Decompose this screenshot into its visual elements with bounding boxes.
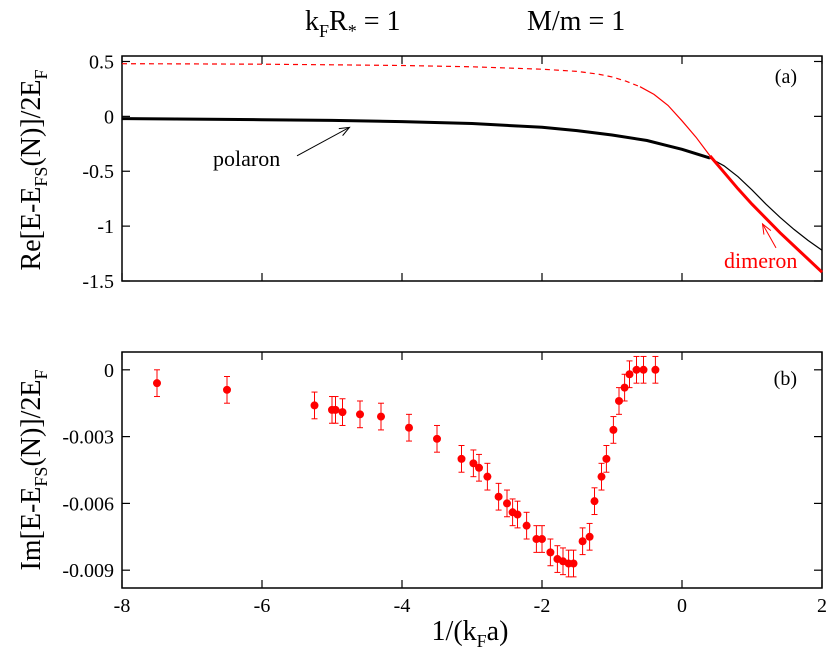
data-point bbox=[405, 423, 413, 432]
y-tick-label: -0.009 bbox=[62, 560, 114, 582]
data-point bbox=[522, 521, 531, 530]
data-point bbox=[546, 548, 555, 557]
xlabel: 1/(kFa) bbox=[432, 616, 509, 651]
x-tick-label: -2 bbox=[534, 595, 551, 617]
panel-b-frame bbox=[121, 351, 823, 589]
data-point bbox=[483, 472, 492, 481]
data-point bbox=[578, 537, 587, 546]
panel-b-plot: -8 -6 -4 -2 0 2 0 -0.003 -0.006 -0.009 bbox=[62, 352, 827, 617]
panel-b-label: (b) bbox=[774, 368, 797, 390]
data-point bbox=[494, 492, 503, 501]
dimeron-line-dashed bbox=[121, 63, 641, 88]
data-point bbox=[532, 535, 541, 544]
data-point bbox=[377, 412, 385, 421]
y-tick-label: -0.006 bbox=[62, 493, 114, 515]
annotation-dimeron: dimeron bbox=[724, 248, 797, 273]
dimeron-line-ground bbox=[708, 154, 824, 274]
x-tick-label: -6 bbox=[254, 595, 271, 617]
y-tick-label: -1.5 bbox=[82, 271, 114, 293]
annotation-arrow-line bbox=[296, 126, 350, 157]
annotation-arrow-head bbox=[761, 222, 772, 235]
data-point bbox=[651, 365, 660, 374]
y-tick-label: -0.003 bbox=[62, 427, 114, 449]
annotation-polaron: polaron bbox=[213, 146, 280, 171]
panel-a-plot: 0.5 0 -0.5 -1 -1.5 polaron dimeron bbox=[82, 51, 824, 293]
data-point bbox=[153, 379, 161, 388]
title-mass-ratio: M/m = 1 bbox=[527, 6, 625, 37]
data-point bbox=[457, 454, 466, 463]
x-tick-label: -4 bbox=[394, 595, 411, 617]
y-tick-label: -1 bbox=[97, 216, 114, 238]
panel-a-frame bbox=[121, 55, 823, 282]
y-tick-label: 0.5 bbox=[89, 51, 114, 73]
panel-a-ylabel: Re[E-EFS(N)]/2EF bbox=[16, 69, 51, 270]
data-point bbox=[433, 434, 441, 443]
data-point bbox=[223, 385, 231, 394]
y-tick-label: 0 bbox=[104, 360, 114, 382]
y-tick-label: -0.5 bbox=[82, 161, 114, 183]
data-point bbox=[469, 459, 478, 468]
data-point bbox=[625, 370, 634, 379]
panel-a-label: (a) bbox=[775, 66, 797, 88]
panel-b-ylabel: Im[E-EFS(N)]/2EF bbox=[16, 369, 51, 570]
annotation-arrow-head bbox=[338, 126, 351, 136]
data-point bbox=[597, 472, 606, 481]
annotation-arrow-line bbox=[762, 223, 777, 249]
data-point bbox=[620, 383, 629, 392]
data-point bbox=[585, 532, 594, 541]
data-point bbox=[609, 425, 618, 434]
x-tick-label: -8 bbox=[114, 595, 131, 617]
x-tick-label: 2 bbox=[817, 595, 827, 617]
y-tick-label: 0 bbox=[104, 106, 114, 128]
x-tick-label: 0 bbox=[677, 595, 687, 617]
title-kfr: kFR* = 1 bbox=[305, 6, 401, 41]
data-point bbox=[632, 365, 641, 374]
data-point bbox=[310, 401, 319, 410]
data-point bbox=[602, 454, 611, 463]
data-point bbox=[569, 559, 578, 568]
data-point bbox=[590, 497, 599, 506]
data-point bbox=[331, 405, 340, 414]
data-point bbox=[338, 408, 347, 417]
data-point bbox=[475, 463, 483, 472]
data-point bbox=[356, 410, 364, 419]
data-point bbox=[503, 499, 511, 508]
data-point bbox=[513, 510, 522, 519]
data-point bbox=[538, 535, 546, 544]
polaron-line-excited bbox=[709, 157, 823, 251]
polaron-line-ground bbox=[121, 117, 711, 160]
data-point bbox=[639, 365, 648, 374]
data-point bbox=[615, 396, 623, 405]
dimeron-line-excited bbox=[639, 86, 711, 157]
